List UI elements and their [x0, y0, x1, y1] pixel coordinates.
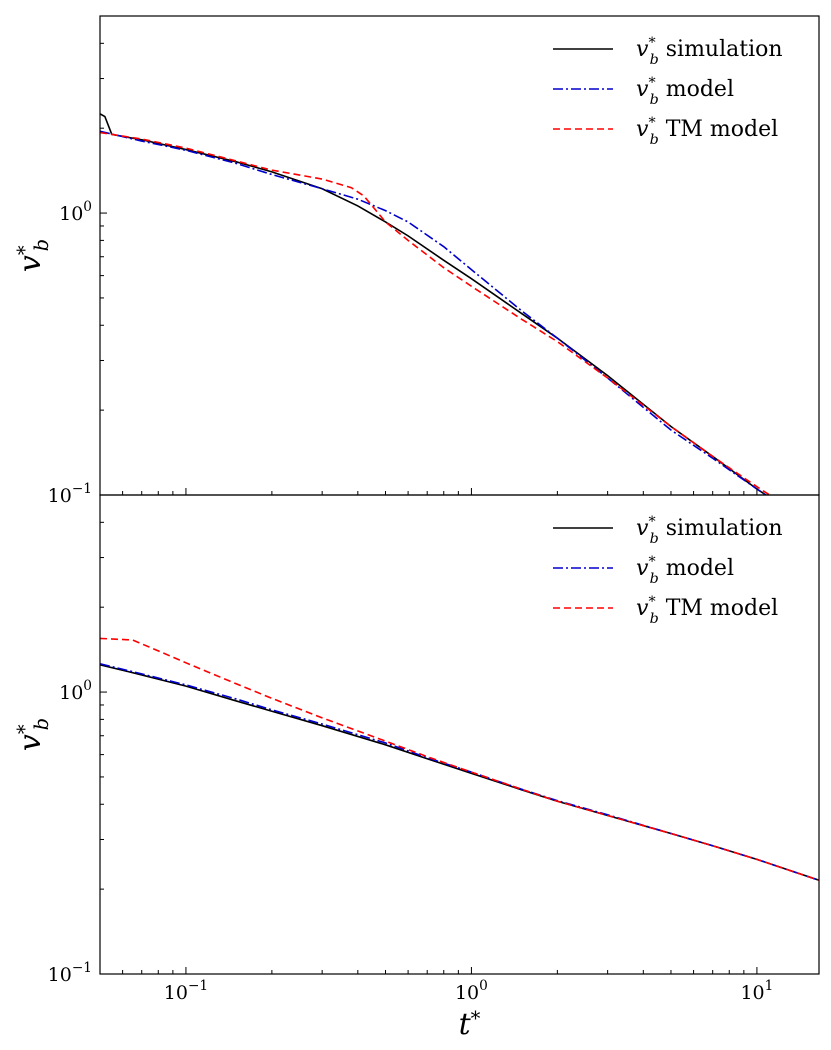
- legend-label-1-1: v* b model: [636, 554, 734, 587]
- x-tick-label-1-0: 10−1: [164, 978, 208, 1004]
- panel-top: 100 10−1 v*b v* b simulation v* b model v* b TM …: [13, 15, 820, 507]
- legend-label-1-2: v* b TM model: [636, 594, 778, 627]
- series-line-0-1: [100, 130, 768, 495]
- legend-0: v* b simulation v* b model v* b TM model: [553, 35, 783, 148]
- series-line-1-2: [100, 637, 819, 882]
- y-tick-label-0-0: 100: [59, 199, 92, 225]
- legend-label-0-2: v* b TM model: [636, 115, 778, 148]
- x-axis-label-1: t*: [459, 1007, 481, 1042]
- legend-label-0-0: v* b simulation: [636, 35, 783, 68]
- legend-1: v* b simulation v* b model v* b TM model: [553, 514, 783, 627]
- y-axis-label-0: v*b: [13, 239, 53, 272]
- legend-label-0-1: v* b model: [636, 75, 734, 108]
- y-tick-label-1-1: 10−1: [48, 960, 92, 986]
- series-line-1-1: [100, 662, 819, 882]
- y-tick-label-0-1: 10−1: [48, 481, 92, 507]
- series-line-0-2: [100, 131, 772, 495]
- x-tick-label-1-1: 100: [455, 978, 488, 1004]
- y-axis-label-1: v*b: [13, 718, 53, 751]
- series-line-0-0: [100, 113, 768, 495]
- axes-frame-1: [99, 494, 820, 975]
- x-tick-label-1-2: 101: [740, 978, 773, 1004]
- legend-label-1-0: v* b simulation: [636, 514, 783, 547]
- series-line-1-0: [100, 663, 819, 882]
- y-tick-label-1-0: 100: [59, 678, 92, 704]
